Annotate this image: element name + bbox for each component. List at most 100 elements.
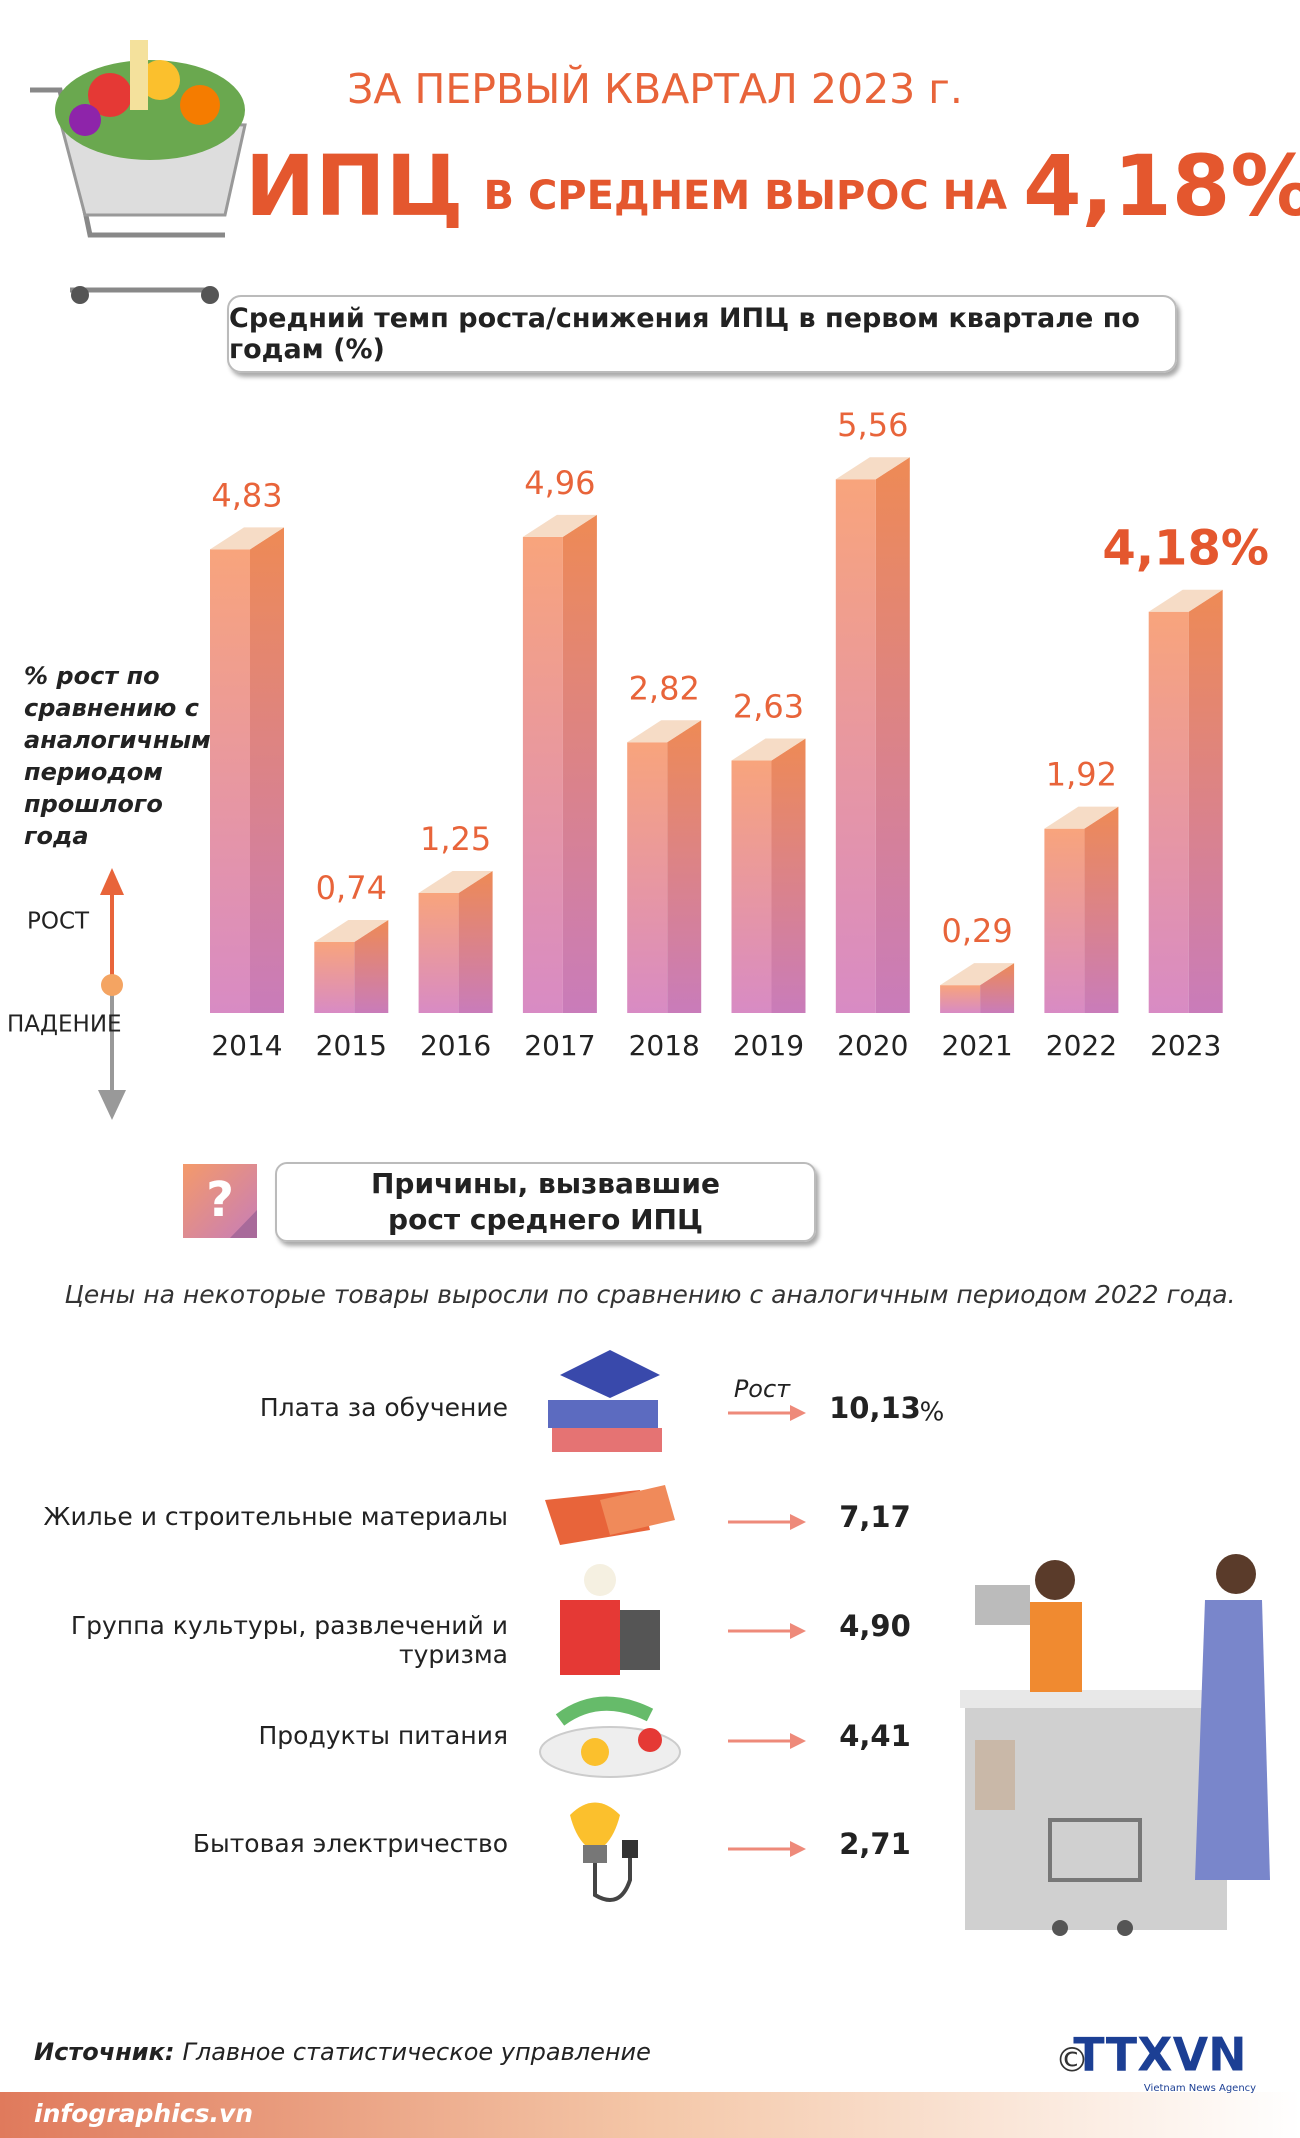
agency-logo: TTXVN: [1073, 2028, 1246, 2082]
x-tick-label: 2022: [1046, 1029, 1117, 1062]
x-tick-label: 2016: [420, 1029, 491, 1062]
value-label: 2,82: [629, 669, 700, 707]
bar-top: [731, 738, 806, 761]
bar: [1044, 806, 1119, 1013]
site: infographics.vn: [34, 2099, 253, 2128]
bar-top: [940, 963, 1015, 986]
header-value: 4,18%: [1023, 137, 1300, 235]
x-tick-label: 2020: [837, 1029, 908, 1062]
x-tick-label: 2019: [733, 1029, 804, 1062]
item-arrow-head: [790, 1841, 806, 1857]
item-label: Продукты питания: [258, 1721, 509, 1750]
shop-illustration: [960, 1554, 1270, 1936]
item-value: 4,41: [839, 1719, 911, 1753]
x-tick-label: 2014: [211, 1029, 282, 1062]
item-arrows: [728, 1405, 806, 1857]
item-value: 10,13: [829, 1391, 921, 1425]
header-cpi: ИПЦ: [245, 137, 464, 235]
x-tick-label: 2023: [1150, 1029, 1221, 1062]
x-tick-label: 2015: [316, 1029, 387, 1062]
source-label: Источник:: [34, 2038, 174, 2066]
value-label: 0,74: [316, 869, 387, 907]
item-label: Плата за обучение: [259, 1393, 508, 1422]
item-arrow-head: [790, 1623, 806, 1639]
bar: [627, 720, 702, 1013]
bar-top: [1044, 806, 1119, 829]
bar-front: [314, 941, 355, 1013]
growth-label: Рост: [734, 1375, 791, 1403]
bar: [418, 871, 493, 1013]
bar: [940, 963, 1015, 1013]
value-label: 1,25: [420, 820, 491, 858]
bar: [210, 527, 284, 1013]
bar-top: [314, 919, 389, 942]
bar-side: [771, 738, 806, 1013]
bar-side: [875, 457, 910, 1013]
up-label: РОСТ: [27, 909, 90, 935]
bar-top: [210, 527, 284, 550]
bar-front: [627, 742, 668, 1013]
item-label: Жилье и строительные материалы: [43, 1502, 508, 1531]
bar-front: [210, 549, 250, 1013]
source: Главное статистическое управление: [182, 2038, 650, 2066]
value-label: 2,63: [733, 688, 804, 726]
bar-side: [1188, 589, 1223, 1013]
bar-side: [354, 919, 389, 1013]
copyright: ©: [1055, 2041, 1089, 2081]
item-value: 7,17: [839, 1500, 911, 1534]
bar-side: [667, 720, 702, 1013]
direction-arrow: [98, 868, 126, 1120]
header-title: ИПЦ В СРЕДНЕМ ВЫРОС НА 4,18%: [245, 137, 1300, 235]
reasons-intro: Цены на некоторые товары выросли по срав…: [64, 1280, 1236, 1309]
bar-top: [418, 871, 493, 893]
source-line: Источник: Главное статистическое управлен…: [34, 2038, 651, 2066]
value-label: 4,18%: [1102, 521, 1269, 577]
item-arrow-head: [790, 1405, 806, 1421]
bar: [1148, 589, 1223, 1013]
bar-top: [522, 514, 597, 537]
item-label: Группа культуры, развлечений и туризма: [70, 1611, 508, 1669]
bar-top: [835, 457, 910, 480]
bar-front: [1044, 828, 1085, 1013]
bar-side: [980, 963, 1015, 1013]
bar: [314, 919, 389, 1013]
x-tick-label: 2017: [524, 1029, 595, 1062]
bar-side: [250, 527, 284, 1013]
header-period: ЗА ПЕРВЫЙ КВАРТАЛ 2023 г.: [347, 65, 963, 113]
value-label: 4,83: [211, 476, 282, 514]
question-mark: ?: [206, 1172, 234, 1228]
cart-illustration: [30, 40, 247, 304]
bar-front: [940, 985, 981, 1013]
bar-top: [1148, 589, 1223, 612]
bar-chart: 4,83 2014 0,74 2015 1,25 2016 4,96 2017 2,82 2018…: [210, 406, 1269, 1062]
item-label: Бытовая электричество: [192, 1829, 508, 1858]
bar-front: [1148, 611, 1189, 1013]
bar-side: [562, 514, 597, 1013]
bar: [522, 514, 597, 1013]
x-tick-label: 2018: [629, 1029, 700, 1062]
y-note: % рост по сравнению с аналогичным период…: [24, 662, 211, 850]
chart-title: Средний темп роста/снижения ИПЦ в первом…: [227, 295, 1177, 373]
bar-front: [418, 893, 459, 1013]
item-arrow-head: [790, 1733, 806, 1749]
bar-side: [1084, 806, 1119, 1013]
value-label: 5,56: [837, 406, 908, 444]
item-arrow-head: [790, 1514, 806, 1530]
reasons-title: Причины, вызвавшие рост среднего ИПЦ: [275, 1162, 816, 1242]
value-label: 0,29: [941, 912, 1012, 950]
item-value: 4,90: [839, 1609, 911, 1643]
question-icon: ?: [183, 1164, 257, 1238]
down-label: ПАДЕНИЕ: [7, 1012, 122, 1038]
bar: [835, 457, 910, 1013]
value-label: 4,96: [524, 464, 595, 502]
bar-front: [731, 760, 772, 1013]
x-tick-label: 2021: [941, 1029, 1012, 1062]
item-icons: [539, 1350, 681, 1902]
footer-stripe: [0, 2092, 1300, 2138]
bar-front: [522, 536, 563, 1013]
bar: [731, 738, 806, 1013]
agency-name: Vietnam News Agency: [1144, 2083, 1256, 2094]
